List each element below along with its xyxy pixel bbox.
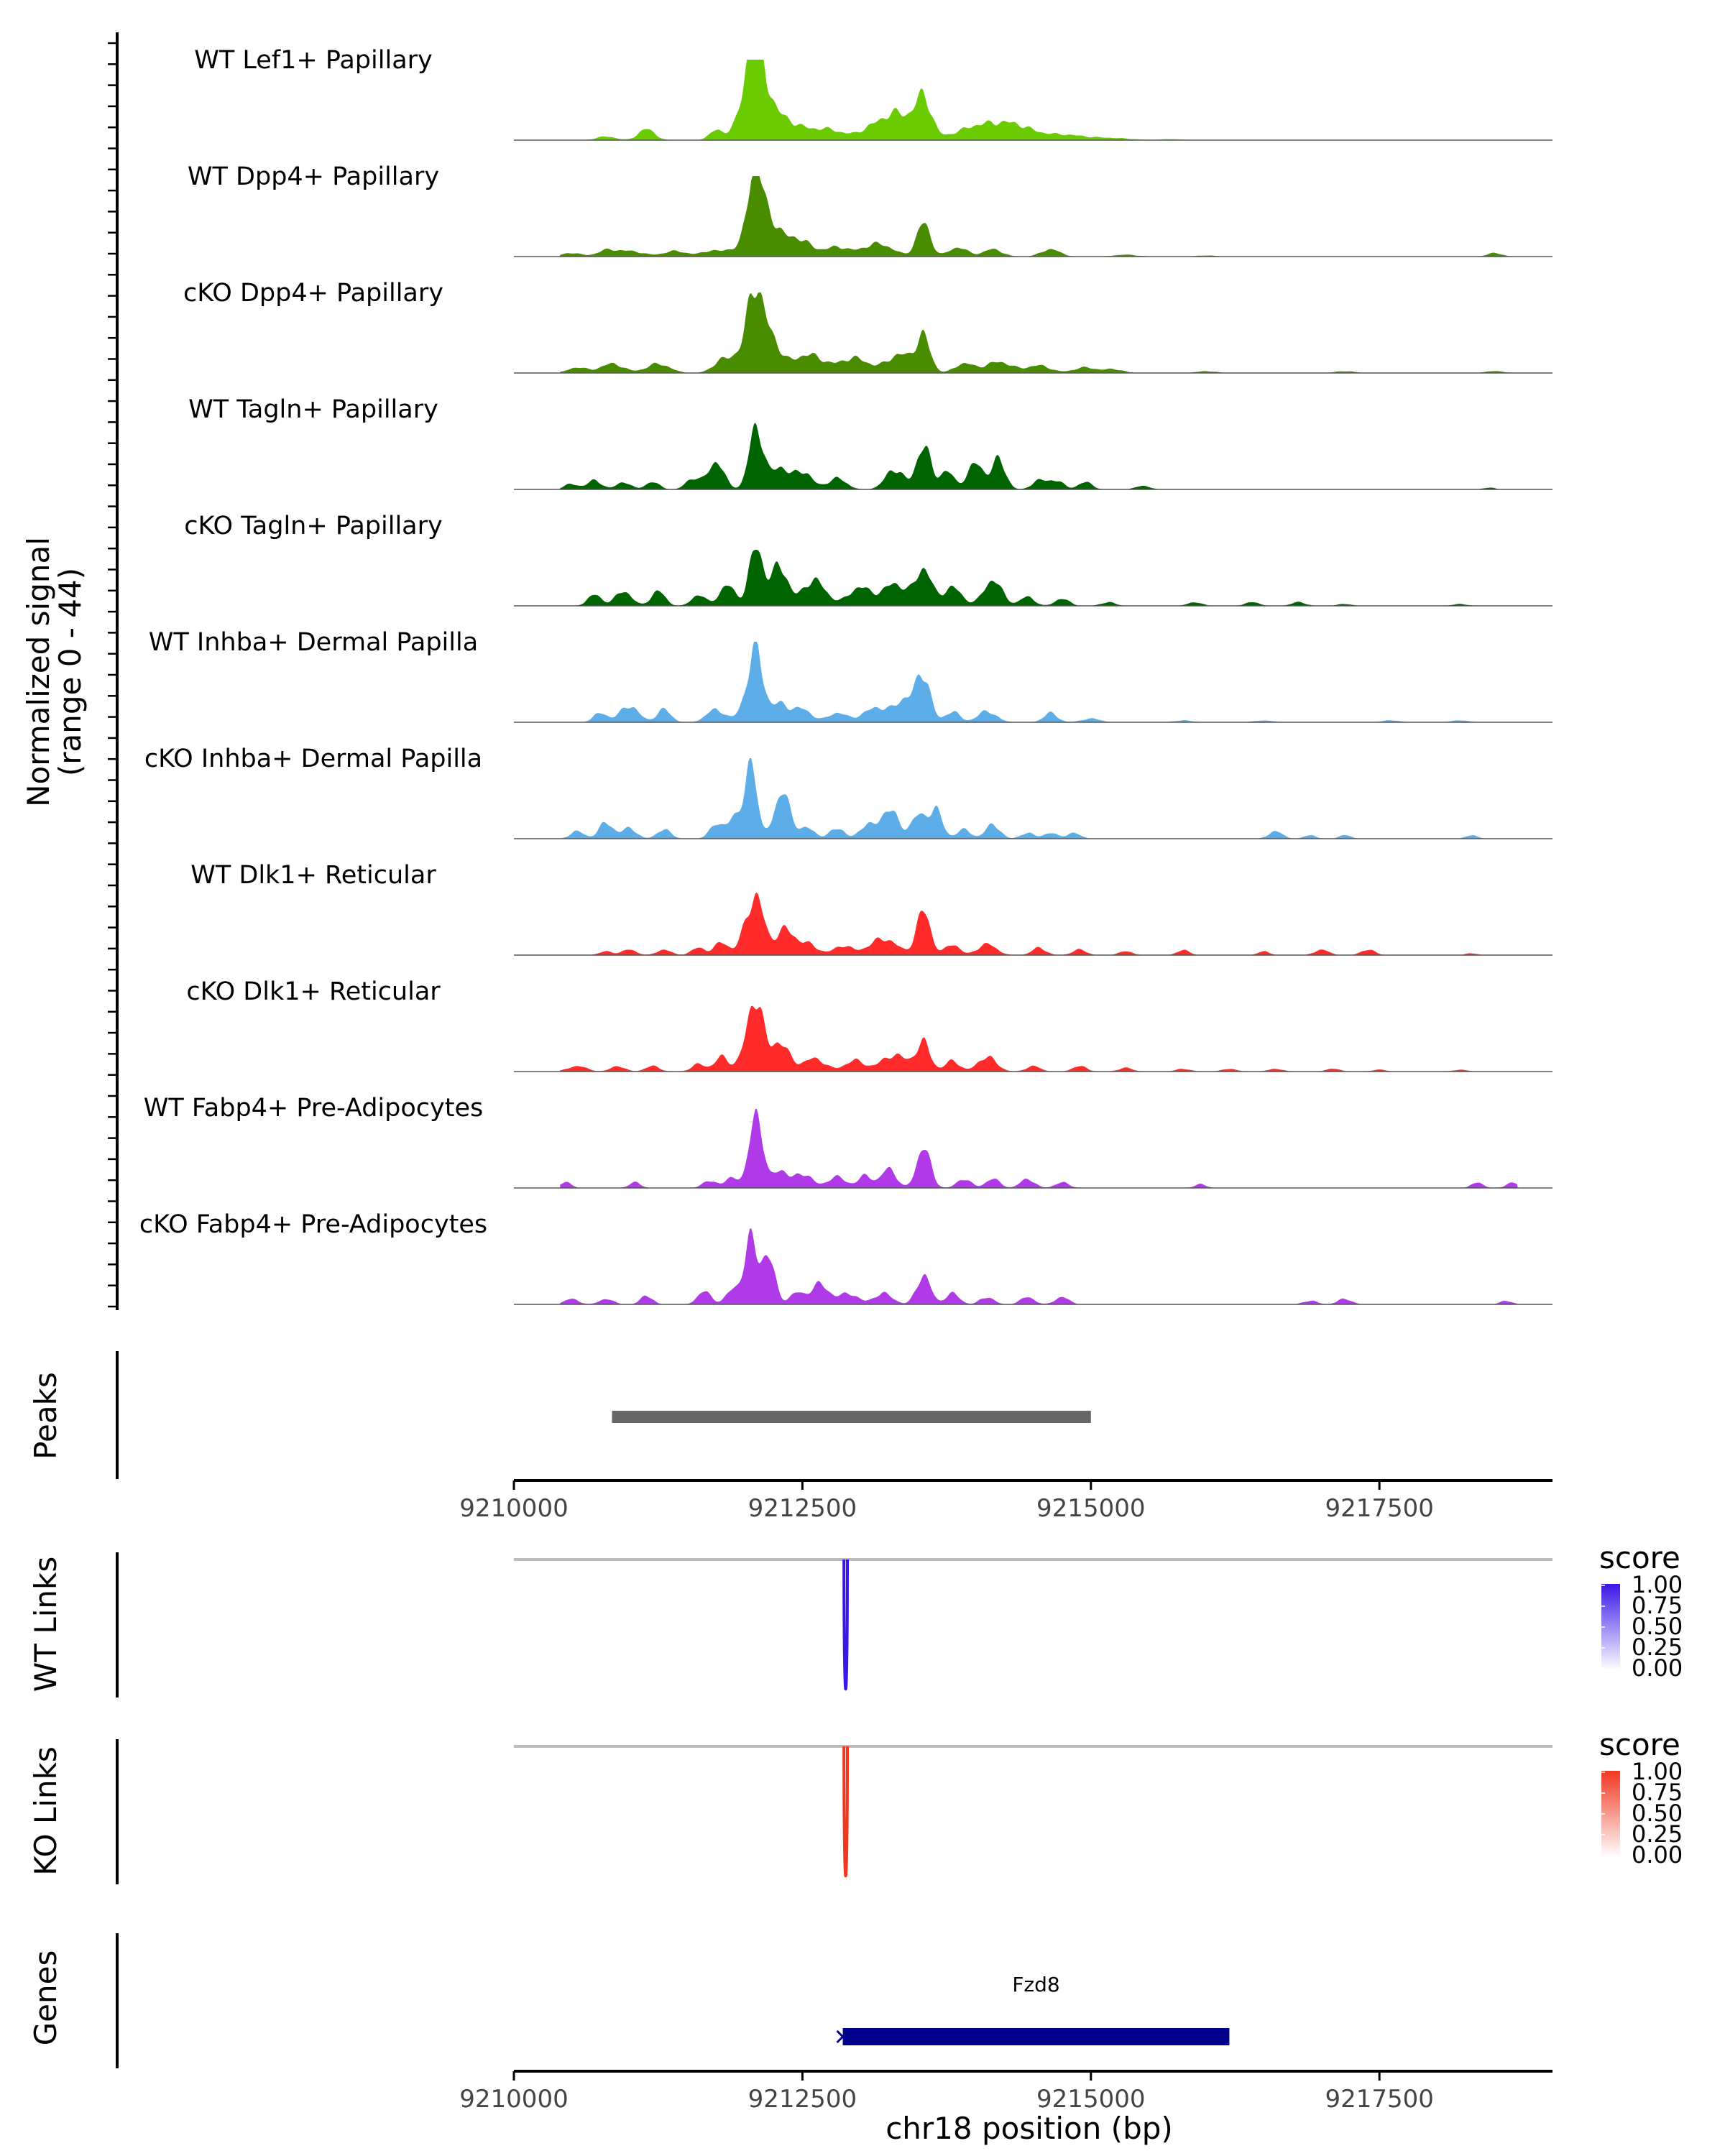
x-axis-label: chr18 position (bp) — [886, 2111, 1173, 2146]
peak-region — [612, 1411, 1091, 1423]
x-axis-bottom-tick-label: 9215000 — [1036, 2085, 1145, 2114]
track-label: WT Fabp4+ Pre-Adipocytes — [144, 1094, 483, 1123]
legend-tick-label: 1.00 — [1632, 1571, 1683, 1598]
links-track-label: WT Links — [28, 1557, 63, 1692]
track-label: WT Tagln+ Papillary — [188, 395, 438, 424]
coverage-area — [560, 642, 1518, 722]
coverage-area — [560, 550, 1518, 606]
gene-strand-marker — [836, 2030, 845, 2044]
legend-title: score — [1599, 1540, 1680, 1575]
genes-track: Genes Fzd8 — [28, 1933, 1230, 2068]
link-arc — [842, 1559, 850, 1691]
track-label: cKO Inhba+ Dermal Papilla — [144, 745, 482, 773]
coverage-area — [560, 758, 1518, 839]
legend-tick-label: 0.00 — [1632, 1841, 1683, 1869]
legend-tick-label: 0.75 — [1632, 1592, 1683, 1619]
x-axis-bottom: 9210000 9212500 9215000 9217500 — [459, 2070, 1552, 2114]
track-label: cKO Fabp4+ Pre-Adipocytes — [139, 1210, 487, 1239]
x-axis-mid-tick-label: 9217500 — [1325, 1494, 1433, 1523]
coverage-area — [560, 1005, 1518, 1072]
x-axis-mid-tick-label: 9210000 — [459, 1494, 568, 1523]
legend-tick-label: 0.75 — [1632, 1779, 1683, 1806]
coverage-y-axis — [108, 32, 119, 1310]
track-label: cKO Dpp4+ Papillary — [183, 279, 443, 308]
legend-tick-label: 0.00 — [1632, 1654, 1683, 1682]
links-track-label: KO Links — [28, 1746, 63, 1876]
peaks-track-label: Peaks — [28, 1372, 63, 1460]
legend-tick-label: 0.25 — [1632, 1634, 1683, 1661]
x-axis-mid-tick-label: 9215000 — [1036, 1494, 1145, 1523]
gene-body — [842, 2028, 1230, 2045]
gene-name: Fzd8 — [1012, 1973, 1059, 1996]
link-arc — [842, 1746, 850, 1878]
track-label: cKO Dlk1+ Reticular — [186, 977, 441, 1006]
coverage-area — [560, 292, 1518, 373]
x-axis-mid-tick-label: 9212500 — [748, 1494, 857, 1523]
track-label: cKO Tagln+ Papillary — [184, 512, 443, 540]
x-axis-bottom-tick-label: 9217500 — [1325, 2085, 1433, 2114]
coverage-tracks: WT Lef1+ Papillary WT Dpp4+ Papillary cKO … — [139, 46, 1552, 1305]
track-label: WT Dpp4+ Papillary — [188, 162, 439, 191]
y-axis-label: Normalized signal — [21, 537, 56, 807]
coverage-area — [560, 1228, 1518, 1304]
genes-track-label: Genes — [28, 1950, 63, 2046]
legend-tick-label: 0.50 — [1632, 1613, 1683, 1640]
peaks-track: Peaks — [28, 1351, 1091, 1479]
track-label: WT Dlk1+ Reticular — [190, 861, 436, 890]
legend-tick-label: 1.00 — [1632, 1758, 1683, 1785]
legend-tick-label: 0.50 — [1632, 1800, 1683, 1827]
y-axis-range-label: (range 0 - 44) — [52, 568, 88, 776]
x-axis-bottom-tick-label: 9212500 — [748, 2085, 857, 2114]
legend-title: score — [1599, 1727, 1680, 1762]
x-axis-bottom-tick-label: 9210000 — [459, 2085, 568, 2114]
coverage-area — [560, 176, 1518, 257]
track-label: WT Lef1+ Papillary — [194, 46, 433, 75]
coverage-area — [560, 60, 1518, 140]
coverage-area — [560, 892, 1518, 955]
x-axis-middle: 9210000 9212500 9215000 9217500 — [459, 1479, 1552, 1523]
coverage-area — [560, 1108, 1518, 1188]
coverage-area — [560, 423, 1518, 489]
track-label: WT Inhba+ Dermal Papilla — [149, 628, 478, 657]
legend-tick-label: 0.25 — [1632, 1820, 1683, 1848]
